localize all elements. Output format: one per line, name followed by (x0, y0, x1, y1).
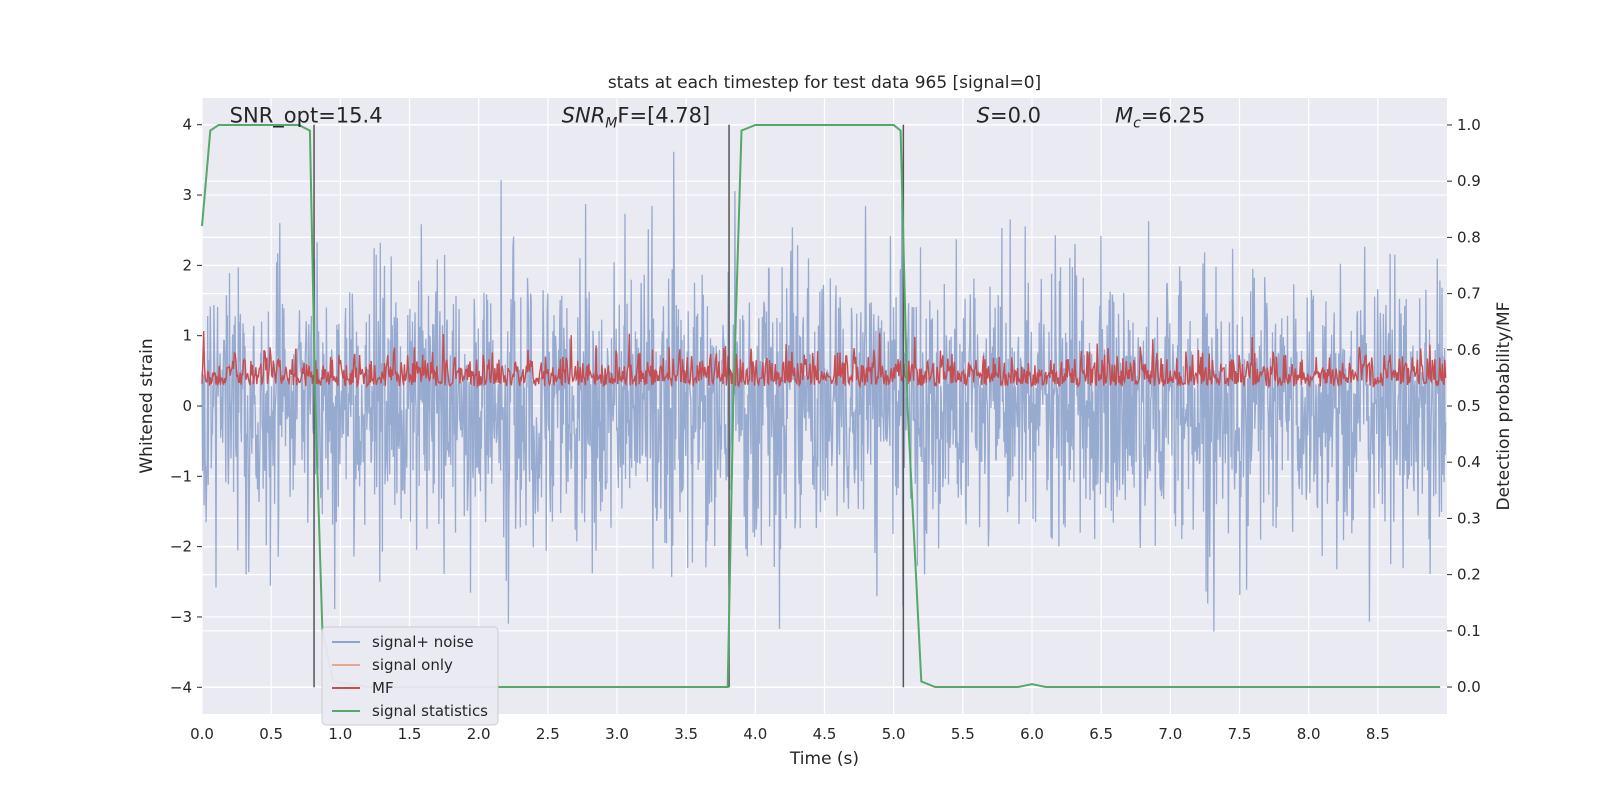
annotation-3: Mc=6.25 (1115, 104, 1205, 132)
x-tick-label: 8.0 (1297, 725, 1321, 743)
y-tick-label: 0 (182, 397, 192, 415)
legend-label: signal statistics (372, 702, 488, 720)
x-tick-label: 7.5 (1228, 725, 1252, 743)
y-tick-label: 4 (182, 116, 192, 134)
y-right-tick-label: 0.5 (1457, 397, 1481, 415)
x-tick-label: 5.5 (951, 725, 975, 743)
series-signal-statistics (201, 124, 1441, 688)
x-tick-label: 0.0 (190, 725, 214, 743)
y-right-tick-label: 0.6 (1457, 341, 1481, 359)
x-tick-label: 1.5 (398, 725, 422, 743)
y-tick-label: 2 (182, 256, 192, 274)
y-right-tick-label: 0.9 (1457, 172, 1481, 190)
annotation-2: S=0.0 (977, 104, 1041, 128)
y-right-tick-label: 0.3 (1457, 509, 1481, 527)
tick-labels: 0.0 0.5 1.0 1.5 2.0 2.5 3.0 3.5 4.0 4.5 5.0 5.5 6.0 6… (170, 116, 1481, 743)
x-tick-label: 2.5 (536, 725, 560, 743)
x-tick-label: 7.0 (1158, 725, 1182, 743)
y-tick-label: 1 (182, 327, 192, 345)
signal-noise-line (201, 151, 1447, 632)
y-tick-label: −3 (170, 608, 192, 626)
y-right-tick-label: 0.8 (1457, 228, 1481, 246)
x-tick-label: 6.5 (1089, 725, 1113, 743)
legend-label: signal only (372, 656, 453, 674)
legend: signal+ noise signal only MF signal statist… (321, 626, 499, 726)
y-right-tick-label: 0.0 (1457, 678, 1481, 696)
y-right-tick-label: 0.2 (1457, 566, 1481, 584)
y-right-tick-label: 0.1 (1457, 622, 1481, 640)
series-mf (201, 330, 1447, 389)
y-right-tick-label: 0.7 (1457, 285, 1481, 303)
y-right-tick-label: 1.0 (1457, 116, 1481, 134)
y-tick-label: −2 (170, 538, 192, 556)
legend-box (321, 626, 499, 726)
mf-line (201, 330, 1447, 389)
y-axis-label: Whitened strain (137, 338, 157, 473)
y-axis-label-right: Detection probability/MF (1494, 302, 1514, 511)
y-tick-label: −1 (170, 467, 192, 485)
x-axis-label: Time (s) (789, 749, 859, 769)
y-tick-label: 3 (182, 186, 192, 204)
legend-label: MF (372, 679, 394, 697)
y-right-tick-label: 0.4 (1457, 453, 1481, 471)
x-tick-label: 0.5 (259, 725, 283, 743)
x-tick-label: 5.0 (882, 725, 906, 743)
series-signal-noise (201, 151, 1447, 632)
signal-statistics-line (201, 124, 1441, 688)
x-tick-label: 3.5 (674, 725, 698, 743)
x-tick-label: 6.0 (1020, 725, 1044, 743)
annotation-0: SNR_opt=15.4 (230, 104, 383, 129)
x-tick-label: 4.0 (743, 725, 767, 743)
x-tick-label: 2.0 (467, 725, 491, 743)
x-tick-label: 8.5 (1366, 725, 1390, 743)
annotations: SNR_opt=15.4 SNRMF=[4.78] S=0.0 Mc=6.25 (230, 104, 1206, 132)
legend-label: signal+ noise (372, 633, 474, 651)
y-tick-label: −4 (170, 678, 192, 696)
x-tick-label: 4.5 (813, 725, 837, 743)
x-tick-label: 3.0 (605, 725, 629, 743)
x-tick-label: 1.0 (328, 725, 352, 743)
annotation-1: SNRMF=[4.78] (562, 104, 711, 132)
chart-title: stats at each timestep for test data 965… (608, 73, 1041, 93)
